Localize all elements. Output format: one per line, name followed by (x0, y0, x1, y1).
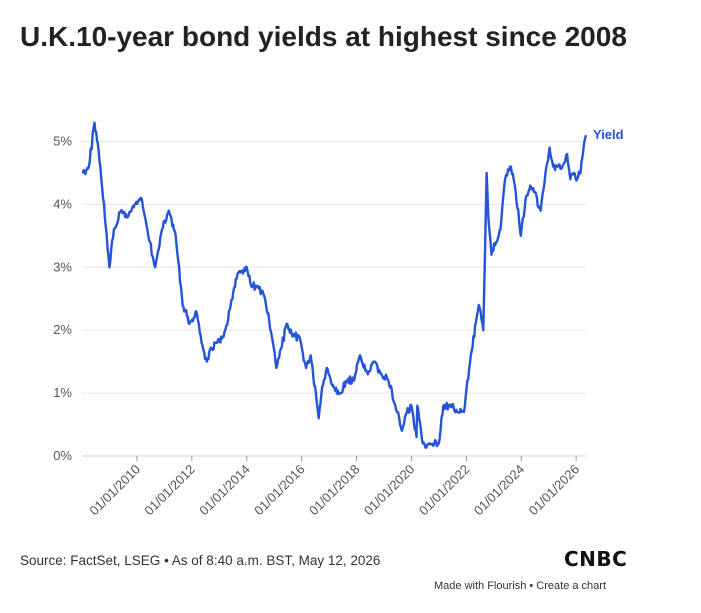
x-tick-label: 01/01/2018 (306, 462, 363, 519)
x-tick-label: 01/01/2026 (526, 462, 583, 519)
credits: Made with Flourish • Create a chart (434, 580, 606, 592)
gridlines (82, 140, 586, 457)
x-tick-label: 01/01/2014 (196, 462, 253, 519)
made-with-flourish-link[interactable]: Made with Flourish (434, 580, 527, 592)
x-tick-label: 01/01/2012 (141, 462, 198, 519)
series-label-yield: Yield (593, 127, 624, 142)
x-tick-label: 01/01/2022 (416, 462, 473, 519)
create-chart-link[interactable]: Create a chart (536, 580, 606, 592)
x-tick-label: 01/01/2016 (251, 462, 308, 519)
y-axis: 0% 1% 2% 3% 4% 5% (53, 133, 72, 463)
cnbc-logo: CNBC (564, 547, 628, 571)
y-tick-label: 1% (53, 385, 72, 400)
x-axis: 01/01/201001/01/201201/01/201401/01/2016… (86, 456, 582, 518)
x-tick-label: 01/01/2024 (471, 462, 528, 519)
y-tick-label: 2% (53, 322, 72, 337)
y-tick-label: 5% (53, 133, 72, 148)
y-tick-label: 0% (53, 448, 72, 463)
source-note: Source: FactSet, LSEG • As of 8:40 a.m. … (20, 553, 381, 568)
y-tick-label: 4% (53, 196, 72, 211)
y-tick-label: 3% (53, 259, 72, 274)
x-tick-label: 01/01/2010 (86, 462, 143, 519)
credits-separator: • (526, 580, 537, 592)
chart-title: U.K.10-year bond yields at highest since… (20, 21, 627, 52)
series-line-yield (81, 121, 588, 449)
x-tick-label: 01/01/2020 (361, 462, 418, 519)
